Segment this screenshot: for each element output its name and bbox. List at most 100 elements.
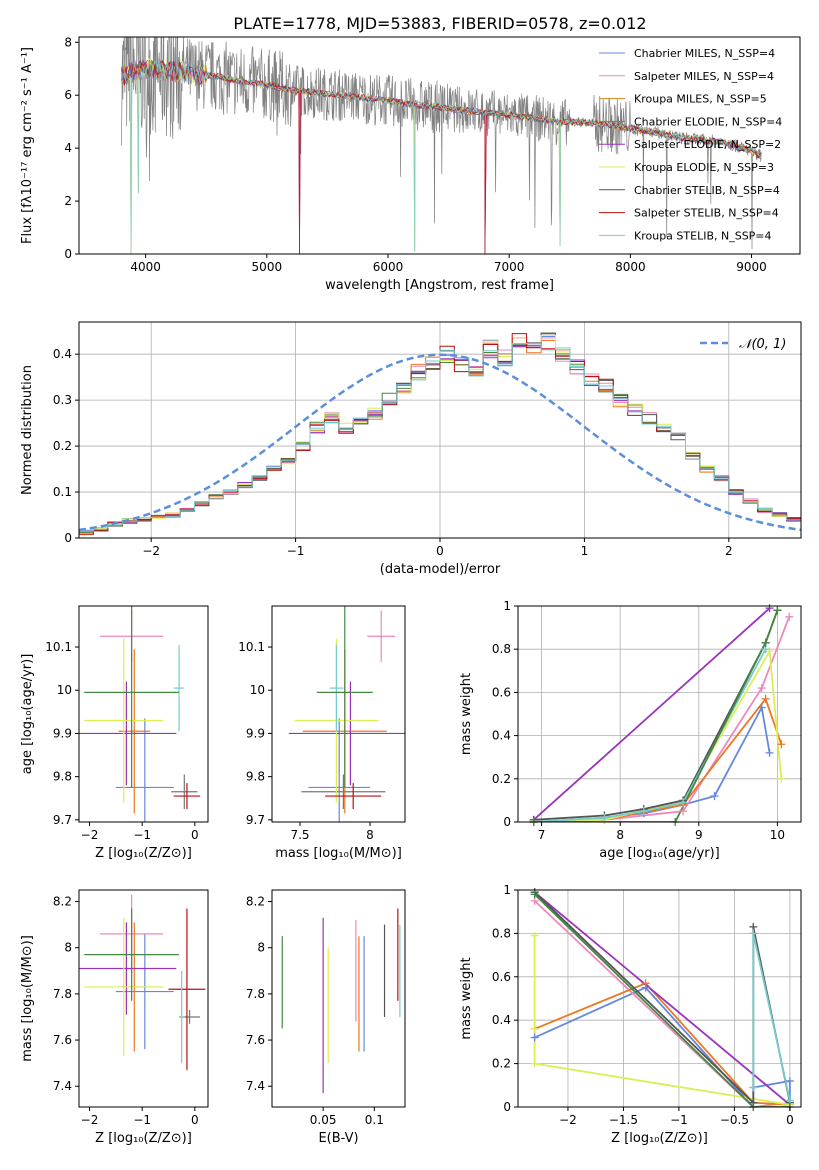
y-tick-label: 0.1 — [53, 485, 72, 499]
x-tick-label: 7.5 — [290, 828, 309, 842]
axes-frame — [517, 889, 802, 1108]
y-tick-label: 9.7 — [246, 813, 265, 827]
plot-area — [79, 332, 801, 536]
legend-label: Salpeter STELIB, N_SSP=4 — [634, 207, 779, 220]
y-tick-label: 0.4 — [53, 347, 72, 361]
y-tick-label: 0 — [503, 815, 511, 829]
plus-marker — [749, 1083, 758, 1092]
axes-frame — [271, 889, 406, 1108]
y-tick-label: 7.8 — [53, 987, 72, 1001]
plot-area — [288, 606, 405, 822]
errorbar-point — [325, 783, 382, 810]
plus-marker — [530, 1059, 539, 1068]
y-tick-label: 9.8 — [53, 770, 72, 784]
errorbar-point — [173, 783, 201, 810]
x-tick-label: 4000 — [130, 260, 161, 274]
plus-marker — [530, 1033, 539, 1042]
y-tick-label: 10 — [250, 683, 265, 697]
y-tick-label: 0 — [64, 531, 72, 545]
model-spectrum-line — [121, 59, 762, 254]
legend-label: Salpeter ELODIE, N_SSP=2 — [634, 138, 781, 151]
plus-marker — [600, 813, 609, 822]
y-tick-label: 7.4 — [246, 1079, 265, 1093]
weight-series-line — [533, 935, 791, 1106]
x-tick-label: −2 — [559, 1113, 577, 1127]
y-axis-label: Flux [fλ10⁻¹⁷ erg cm⁻² s⁻¹ A⁻¹] — [20, 47, 35, 244]
y-tick-label: 0.3 — [53, 393, 72, 407]
x-axis-label: Z [log₁₀(Z/Z⊙)] — [611, 1131, 708, 1146]
axes-frame — [271, 605, 406, 823]
y-tick-label: 8 — [64, 35, 72, 49]
x-tick-label: 7 — [538, 828, 546, 842]
y-axis-label: mass weight — [459, 673, 474, 755]
errorbar-point — [288, 681, 405, 786]
plus-marker — [530, 1024, 539, 1033]
plus-marker — [757, 684, 766, 693]
plus-marker — [777, 740, 786, 749]
panel-mass-vs-EBV: 0.05 0.1 7.4 7.6 7.8 8 8.2 E(B-V) — [246, 889, 406, 1146]
y-tick-label: 0.6 — [492, 685, 511, 699]
y-tick-label: 0 — [503, 1100, 511, 1114]
axes-frame — [78, 36, 801, 255]
y-tick-label: 7.8 — [246, 987, 265, 1001]
plus-marker — [785, 1076, 794, 1085]
plus-marker — [785, 612, 794, 621]
x-tick-label: 0.05 — [310, 1113, 337, 1127]
x-tick-label: 9000 — [736, 260, 767, 274]
y-tick-label: 1 — [503, 883, 511, 897]
y-tick-label: 8.2 — [246, 895, 265, 909]
x-axis-label: age [log₁₀(age/yr)] — [599, 846, 720, 861]
gaussian-curve — [79, 353, 801, 532]
x-tick-label: 8 — [366, 828, 374, 842]
x-tick-label: 1 — [581, 544, 589, 558]
errorbar-point — [115, 718, 174, 822]
x-tick-label: 2 — [725, 544, 733, 558]
errorbar-point — [84, 606, 180, 788]
y-tick-label: 9.8 — [246, 770, 265, 784]
plus-marker — [530, 890, 539, 899]
errorbar-point — [367, 610, 396, 663]
x-tick-label: −2 — [81, 1113, 99, 1127]
plus-marker — [765, 604, 774, 613]
plus-marker — [765, 748, 774, 757]
plot-area — [281, 908, 401, 1094]
x-axis-label: Z [log₁₀(Z/Z⊙)] — [95, 1131, 192, 1146]
x-tick-label: 0 — [786, 1113, 794, 1127]
legend-label: Chabrier STELIB, N_SSP=4 — [634, 184, 780, 197]
y-tick-label: 0.8 — [492, 926, 511, 940]
figure-title: PLATE=1778, MJD=53883, FIBERID=0578, z=0… — [233, 14, 646, 33]
y-tick-label: 7.6 — [53, 1033, 72, 1047]
x-tick-label: 0 — [191, 1113, 199, 1127]
y-tick-label: 0.2 — [492, 772, 511, 786]
legend-label: Chabrier ELODIE, N_SSP=4 — [634, 115, 782, 128]
x-axis-label: Z [log₁₀(Z/Z⊙)] — [95, 846, 192, 861]
plus-marker — [639, 807, 648, 816]
y-tick-label: 10 — [57, 683, 72, 697]
legend-label: 𝒩(0, 1) — [739, 337, 786, 352]
y-tick-label: 2 — [64, 194, 72, 208]
weight-series-line — [533, 893, 790, 1107]
y-axis-label: mass [log₁₀(M/M⊙)] — [20, 935, 35, 1062]
x-axis-label: mass [log₁₀(M/M⊙)] — [275, 846, 402, 861]
panel-age-vs-Z: −2 −1 0 9.7 9.8 9.9 10 10.1 Z [log₁₀(Z/Z⊙)] age [… — [20, 605, 209, 861]
x-tick-label: −1 — [133, 828, 151, 842]
y-tick-label: 0 — [64, 247, 72, 261]
x-tick-label: 9 — [695, 828, 703, 842]
x-tick-label: −2 — [142, 544, 160, 558]
y-tick-label: 9.9 — [53, 726, 72, 740]
x-axis-label: E(B-V) — [318, 1131, 358, 1146]
panel-age-vs-mass: 7.5 8 9.7 9.8 9.9 10 10.1 mass [log₁₀(M/M⊙)] — [238, 605, 406, 861]
errorbar-point — [173, 644, 185, 732]
plus-marker — [777, 774, 786, 783]
weight-series-line — [534, 891, 791, 1106]
y-tick-label: 9.9 — [246, 726, 265, 740]
errorbar-point — [168, 908, 206, 1071]
y-tick-label: 0.6 — [492, 970, 511, 984]
x-tick-label: 8000 — [615, 260, 646, 274]
panel-spectrum: Chabrier MILES, N_SSP=4 Salpeter MILES, N… — [20, 35, 801, 293]
errorbar-point — [179, 970, 185, 1064]
plus-marker — [773, 606, 782, 615]
x-axis-label: (data-model)/error — [380, 562, 501, 577]
